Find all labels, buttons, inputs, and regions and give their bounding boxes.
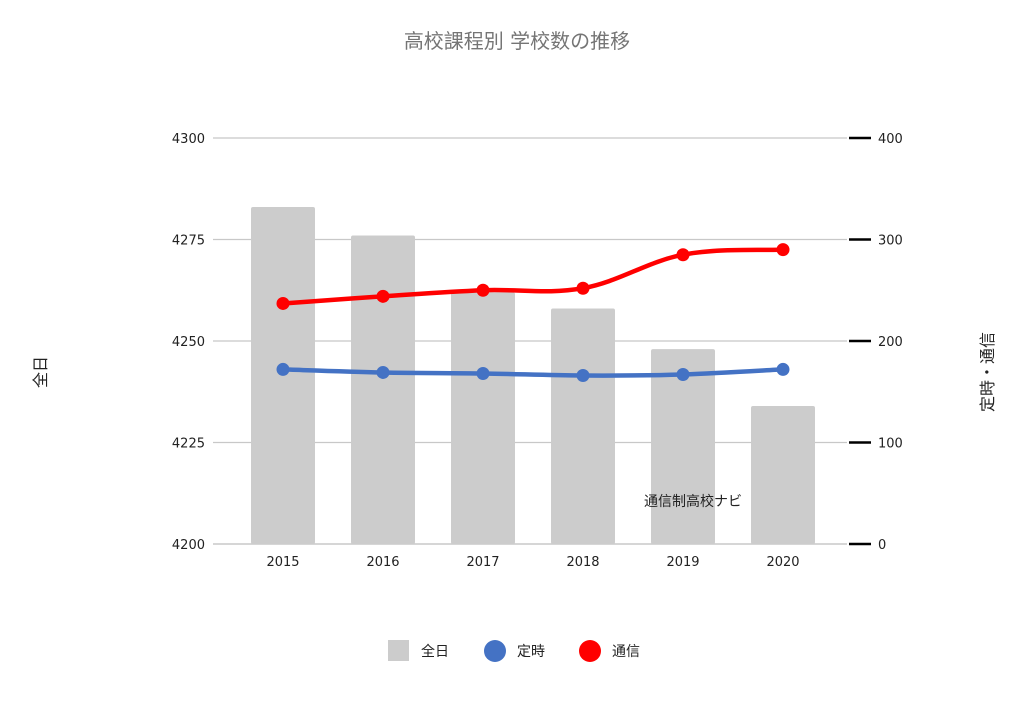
x-tick-label: 2020 [766, 555, 799, 570]
chart-title: 高校課程別 学校数の推移 [404, 29, 630, 53]
x-tick-label: 2017 [466, 555, 499, 570]
y-left-tick-labels: 4300 4275 4250 4225 4200 [172, 132, 205, 553]
data-point [776, 362, 790, 376]
x-tick-label: 2018 [566, 555, 599, 570]
data-point [376, 289, 390, 303]
legend: 全日 定時 通信 [388, 640, 640, 662]
y-right-tick-label: 200 [878, 335, 903, 350]
y-left-tick-label: 4300 [172, 132, 205, 147]
bar [651, 349, 715, 544]
data-point [576, 281, 590, 295]
data-point [376, 365, 390, 379]
data-point [276, 296, 290, 310]
y-left-tick-label: 4200 [172, 538, 205, 553]
bar [351, 235, 415, 544]
y-right-tick-label: 0 [878, 538, 886, 553]
series-line [280, 367, 786, 378]
legend-swatch [484, 640, 506, 662]
bar [551, 308, 615, 544]
data-point [476, 283, 490, 297]
y-left-tick-label: 4250 [172, 335, 205, 350]
y-right-tick-label: 100 [878, 437, 903, 452]
y-right-ticks: 400 300 200 100 0 [849, 132, 903, 553]
y-left-tick-label: 4225 [172, 437, 205, 452]
x-tick-label: 2019 [666, 555, 699, 570]
x-tick-label: 2015 [266, 555, 299, 570]
data-point [476, 366, 490, 380]
data-point [676, 367, 690, 381]
grid-layer [213, 137, 847, 545]
legend-swatch [388, 640, 409, 661]
line-layer [276, 243, 790, 383]
watermark-text: 通信制高校ナビ [644, 493, 742, 510]
legend-label: 全日 [421, 643, 449, 660]
data-point [576, 369, 590, 383]
x-tick-label: 2016 [366, 555, 399, 570]
legend-label: 定時 [517, 644, 545, 660]
legend-swatch [579, 640, 601, 662]
y-right-tick-label: 300 [878, 234, 903, 249]
y-right-axis-label: 定時・通信 [978, 332, 997, 412]
data-point [776, 243, 790, 257]
x-tick-labels: 2015 2016 2017 2018 2019 2020 [266, 555, 799, 570]
y-right-tick-label: 400 [878, 132, 903, 147]
data-point [676, 248, 690, 262]
bar [751, 405, 815, 544]
data-point [276, 362, 290, 376]
y-left-axis-label: 全日 [31, 356, 50, 388]
series-line [280, 247, 786, 306]
legend-label: 通信 [612, 644, 640, 660]
y-left-tick-label: 4275 [172, 234, 205, 249]
bar [451, 292, 515, 544]
